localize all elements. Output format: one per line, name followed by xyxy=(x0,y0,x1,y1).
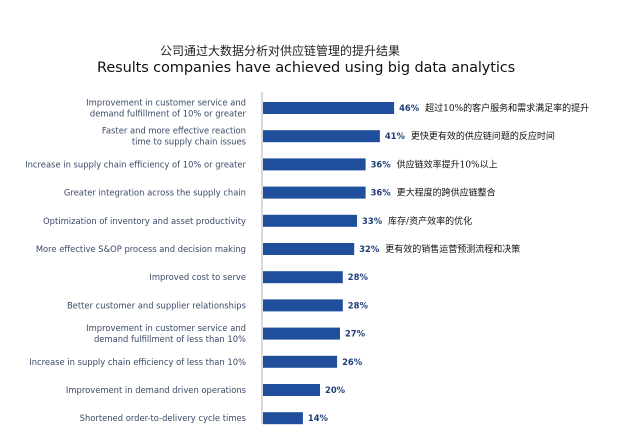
bar xyxy=(263,327,340,340)
annotation-cn: 更快更有效的供应链问题的反应时间 xyxy=(411,130,555,142)
bar xyxy=(263,102,395,114)
value-label: 32% xyxy=(359,244,380,254)
bars-group xyxy=(263,102,395,425)
category-label: Shortened order-to-delivery cycle times xyxy=(80,413,246,423)
value-label: 36% xyxy=(371,188,392,198)
category-label: Improvement in demand driven operations xyxy=(66,385,246,395)
bar xyxy=(263,214,358,227)
value-label: 20% xyxy=(325,385,346,395)
bar xyxy=(263,271,343,284)
category-label: Better customer and supplier relationshi… xyxy=(67,300,246,310)
category-label: Increase in supply chain efficiency of l… xyxy=(29,357,246,367)
annotation-cn: 供应链效率提升10%以上 xyxy=(397,158,498,170)
chart-title-english: Results companies have achieved using bi… xyxy=(97,60,516,76)
value-label: 28% xyxy=(348,300,369,310)
bar xyxy=(263,299,343,312)
value-label: 46% xyxy=(399,103,420,113)
annotation-cn: 更大程度的跨供应链整合 xyxy=(397,187,496,199)
value-label: 33% xyxy=(362,216,383,226)
category-label: More effective S&OP process and decision… xyxy=(36,244,246,254)
value-label: 26% xyxy=(342,357,363,367)
bar xyxy=(263,355,338,368)
value-label: 41% xyxy=(385,131,406,141)
bar xyxy=(263,158,366,171)
category-labels: Improvement in customer service and deman… xyxy=(25,98,246,424)
category-label: Faster and more effective reaction time t… xyxy=(102,126,246,147)
bar xyxy=(263,130,380,143)
value-label: 27% xyxy=(345,329,366,339)
bar xyxy=(263,384,320,396)
value-labels: 46% 41% 36% 36% 33% 32% 28% 28% 27% 26% 20% 14% xyxy=(308,103,420,423)
value-label: 36% xyxy=(371,159,392,169)
category-label: Increase in supply chain efficiency of 1… xyxy=(25,159,246,169)
annotation-cn: 超过10%的客户服务和需求满足率的提升 xyxy=(425,102,589,114)
category-label: Optimization of inventory and asset prod… xyxy=(43,216,246,226)
value-label: 14% xyxy=(308,413,329,423)
bar xyxy=(263,186,366,199)
bar xyxy=(263,243,355,255)
category-label: Improved cost to serve xyxy=(149,272,246,282)
category-label: Improvement in customer service and deman… xyxy=(86,98,246,119)
category-label: Greater integration across the supply ch… xyxy=(64,188,246,198)
value-label: 28% xyxy=(348,272,369,282)
chinese-annotations: 超过10%的客户服务和需求满足率的提升更快更有效的供应链问题的反应时间供应链效率… xyxy=(385,102,589,255)
annotation-cn: 更有效的销售运营预测流程和决策 xyxy=(385,243,520,255)
chart-title-chinese: 公司通过大数据分析对供应链管理的提升结果 xyxy=(159,44,400,58)
category-label: Improvement in customer service and deman… xyxy=(86,323,246,344)
annotation-cn: 库存/资产效率的优化 xyxy=(388,215,472,227)
bar xyxy=(263,412,303,425)
